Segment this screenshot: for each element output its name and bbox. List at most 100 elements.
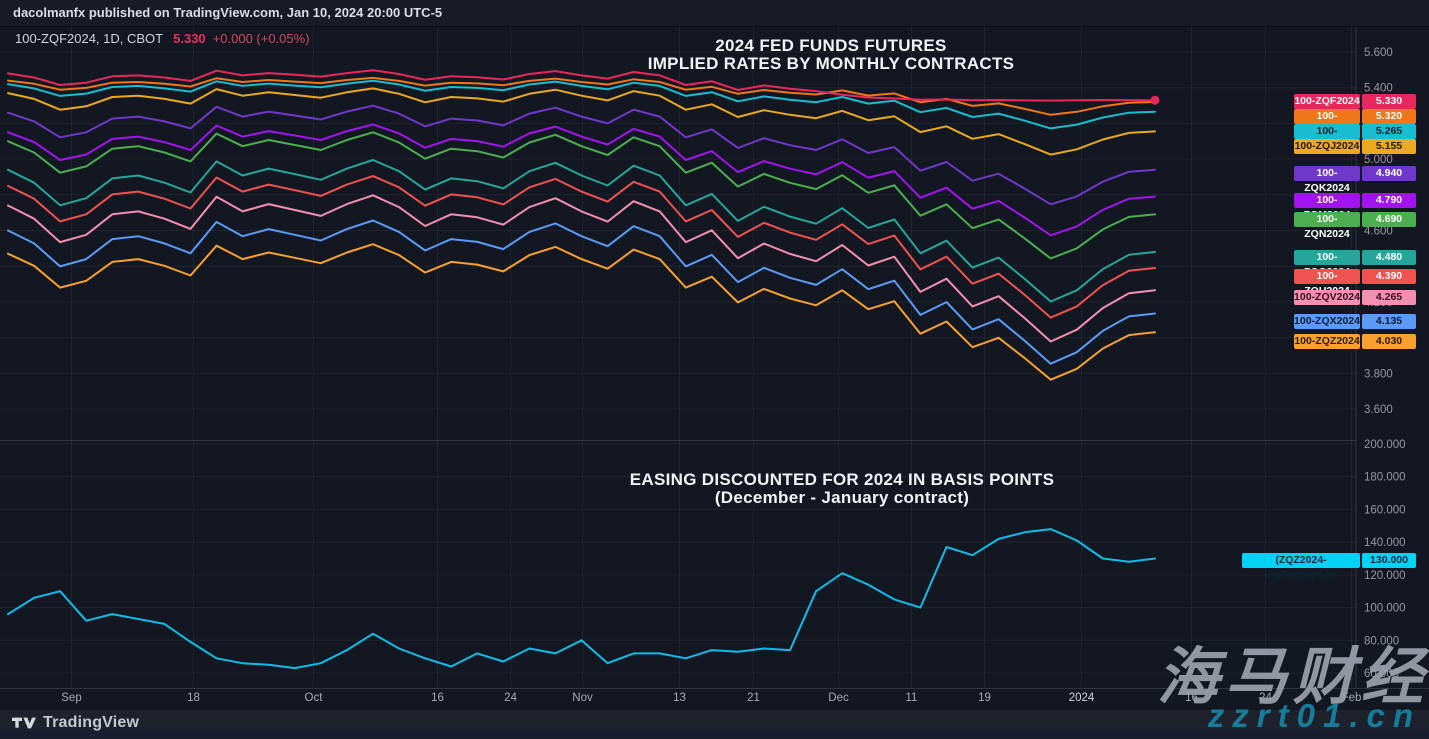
svg-text:100.000: 100.000: [1364, 603, 1406, 615]
price-label-name: 100-ZQH2024: [1294, 123, 1360, 152]
svg-text:Sep: Sep: [61, 692, 81, 704]
svg-text:21: 21: [747, 692, 760, 704]
svg-text:2024: 2024: [1069, 692, 1095, 704]
legend-change: +0.000 (+0.05%): [212, 31, 310, 46]
svg-text:Dec: Dec: [828, 692, 849, 704]
tradingview-brand-label: TradingView: [43, 714, 140, 731]
price-label-value: 5.265: [1362, 123, 1416, 139]
bottom-pane-title: EASING DISCOUNTED FOR 2024 IN BASIS POIN…: [630, 471, 1054, 507]
top-pane-series: [7, 69, 1156, 381]
series-100-ZQK2024: [7, 104, 1156, 206]
series-100-ZQQ2024: [7, 159, 1156, 303]
bottom-pane-series: [7, 528, 1156, 670]
svg-text:16: 16: [1185, 692, 1198, 704]
price-label-name: 100-ZQF2024: [1294, 93, 1360, 109]
price-label-100-ZQF2024: 100-ZQF2024 5.330: [1294, 93, 1416, 109]
svg-text:Feb: Feb: [1342, 692, 1362, 704]
price-label-value: 4.480: [1362, 249, 1416, 265]
svg-text:80.000: 80.000: [1364, 635, 1399, 647]
svg-text:60.000: 60.000: [1364, 668, 1399, 680]
price-label-value: 130.000: [1362, 552, 1416, 568]
price-label-100-ZQV2024: 100-ZQV2024 4.265: [1294, 289, 1416, 305]
series-100-ZQH2024: [7, 79, 1156, 130]
series-100-ZQJ2024: [7, 87, 1156, 156]
bottom-pane-title-line1: EASING DISCOUNTED FOR 2024 IN BASIS POIN…: [629, 470, 1055, 489]
svg-text:5.400: 5.400: [1364, 83, 1393, 95]
price-label-value: 4.030: [1362, 333, 1416, 349]
watermark-site: zzrt01.cn: [1207, 697, 1421, 734]
price-label-value: 5.320: [1362, 108, 1416, 124]
series-100-ZQN2024: [7, 131, 1156, 260]
price-label-100-ZQJ2024: 100-ZQJ2024 5.155: [1294, 138, 1416, 154]
price-axis[interactable]: 5.6005.4005.0004.6004.2003.8003.600200.0…: [1364, 47, 1406, 680]
svg-text:140.000: 140.000: [1364, 537, 1406, 549]
svg-text:4.600: 4.600: [1364, 226, 1393, 238]
tradingview-brand[interactable]: TradingView: [12, 714, 139, 732]
svg-text:16: 16: [431, 692, 444, 704]
price-label-value: 5.155: [1362, 138, 1416, 154]
price-label-name: 100-ZQM2024: [1294, 192, 1360, 221]
svg-text:3.800: 3.800: [1364, 368, 1393, 380]
series-100-ZQV2024: [7, 194, 1156, 343]
series-spread: [7, 528, 1156, 670]
svg-text:5.600: 5.600: [1364, 47, 1393, 59]
svg-text:18: 18: [187, 692, 200, 704]
price-label-name: 100-ZQU2024: [1294, 268, 1360, 297]
price-label-name: 100-ZQZ2024: [1294, 333, 1360, 349]
price-label-100-ZQK2024: 100-ZQK2024 4.940: [1294, 165, 1416, 194]
legend-last-price: 5.330: [173, 31, 206, 46]
svg-text:120.000: 120.000: [1364, 570, 1406, 582]
gridlines: [0, 27, 1356, 688]
publish-text: dacolmanfx published on TradingView.com,…: [13, 5, 443, 20]
price-label-name: (ZQZ2024-ZQF2024)*100: [1242, 552, 1360, 581]
svg-text:160.000: 160.000: [1364, 504, 1406, 516]
symbol-legend[interactable]: 100-ZQF2024, 1D, CBOT 5.330 +0.000 (+0.05%…: [15, 31, 310, 46]
price-label-value: 4.690: [1362, 211, 1416, 227]
svg-text:24: 24: [504, 692, 517, 704]
svg-text:Oct: Oct: [305, 692, 324, 704]
price-label-value: 4.265: [1362, 289, 1416, 305]
publish-bar: dacolmanfx published on TradingView.com,…: [0, 0, 1429, 27]
price-label-value: 4.940: [1362, 165, 1416, 181]
price-label-100-ZQN2024: 100-ZQN2024 4.690: [1294, 211, 1416, 240]
top-pane-title-line1: 2024 FED FUNDS FUTURES: [715, 36, 947, 55]
price-label-name: 100-ZQQ2024: [1294, 249, 1360, 278]
series-100-ZQG2024: [7, 76, 1156, 116]
series-100-ZQZ2024: [7, 243, 1156, 381]
svg-text:19: 19: [978, 692, 991, 704]
svg-text:Nov: Nov: [572, 692, 593, 704]
svg-text:13: 13: [673, 692, 686, 704]
price-label-100-ZQH2024: 100-ZQH20245.265: [1294, 123, 1416, 152]
series-100-ZQF2024: [7, 69, 1156, 102]
price-label-name: 100-ZQX2024: [1294, 313, 1360, 329]
series-100-ZQU2024: [7, 175, 1156, 319]
price-label-name: 100-ZQN2024: [1294, 211, 1360, 240]
top-pane-title-line2: IMPLIED RATES BY MONTHLY CONTRACTS: [647, 54, 1015, 73]
price-label-name: 100-ZQK2024: [1294, 165, 1360, 194]
tradingview-logo-icon: [12, 717, 36, 729]
price-label-100-ZQG2024: 100-ZQG20245.320: [1294, 108, 1416, 137]
series-100-ZQM2024: [7, 123, 1156, 237]
time-axis[interactable]: Sep 18 Oct 16 24 Nov 13 21 Dec 11 19 2024 16 24 Feb: [61, 692, 1361, 704]
price-label-100-ZQM2024: 100-ZQM20244.790: [1294, 192, 1416, 221]
legend-symbol[interactable]: 100-ZQF2024, 1D, CBOT: [15, 31, 164, 46]
svg-text:24: 24: [1259, 692, 1272, 704]
price-label-name: 100-ZQJ2024: [1294, 138, 1360, 154]
svg-text:200.000: 200.000: [1364, 439, 1406, 451]
price-label-value: 4.390: [1362, 268, 1416, 284]
price-label-100-ZQX2024: 100-ZQX2024 4.135: [1294, 313, 1416, 329]
footer-strip: [0, 729, 1429, 739]
svg-text:5.000: 5.000: [1364, 154, 1393, 166]
top-pane-title: 2024 FED FUNDS FUTURES IMPLIED RATES BY …: [648, 37, 1015, 73]
price-label-100-ZQU2024: 100-ZQU20244.390: [1294, 268, 1416, 297]
svg-text:11: 11: [906, 692, 918, 704]
bottom-pane-title-line2: (December - January contract): [714, 488, 970, 507]
last-price-dot: [1150, 95, 1160, 105]
watermark-cn: 海马财经: [1156, 640, 1429, 713]
price-label-(ZQZ2024-ZQF2024)*100: (ZQZ2024-ZQF2024)*100 130.000: [1242, 552, 1416, 581]
price-label-value: 5.330: [1362, 93, 1416, 109]
series-100-ZQX2024: [7, 219, 1156, 365]
price-label-100-ZQQ2024: 100-ZQQ20244.480: [1294, 249, 1416, 278]
price-label-value: 4.135: [1362, 313, 1416, 329]
